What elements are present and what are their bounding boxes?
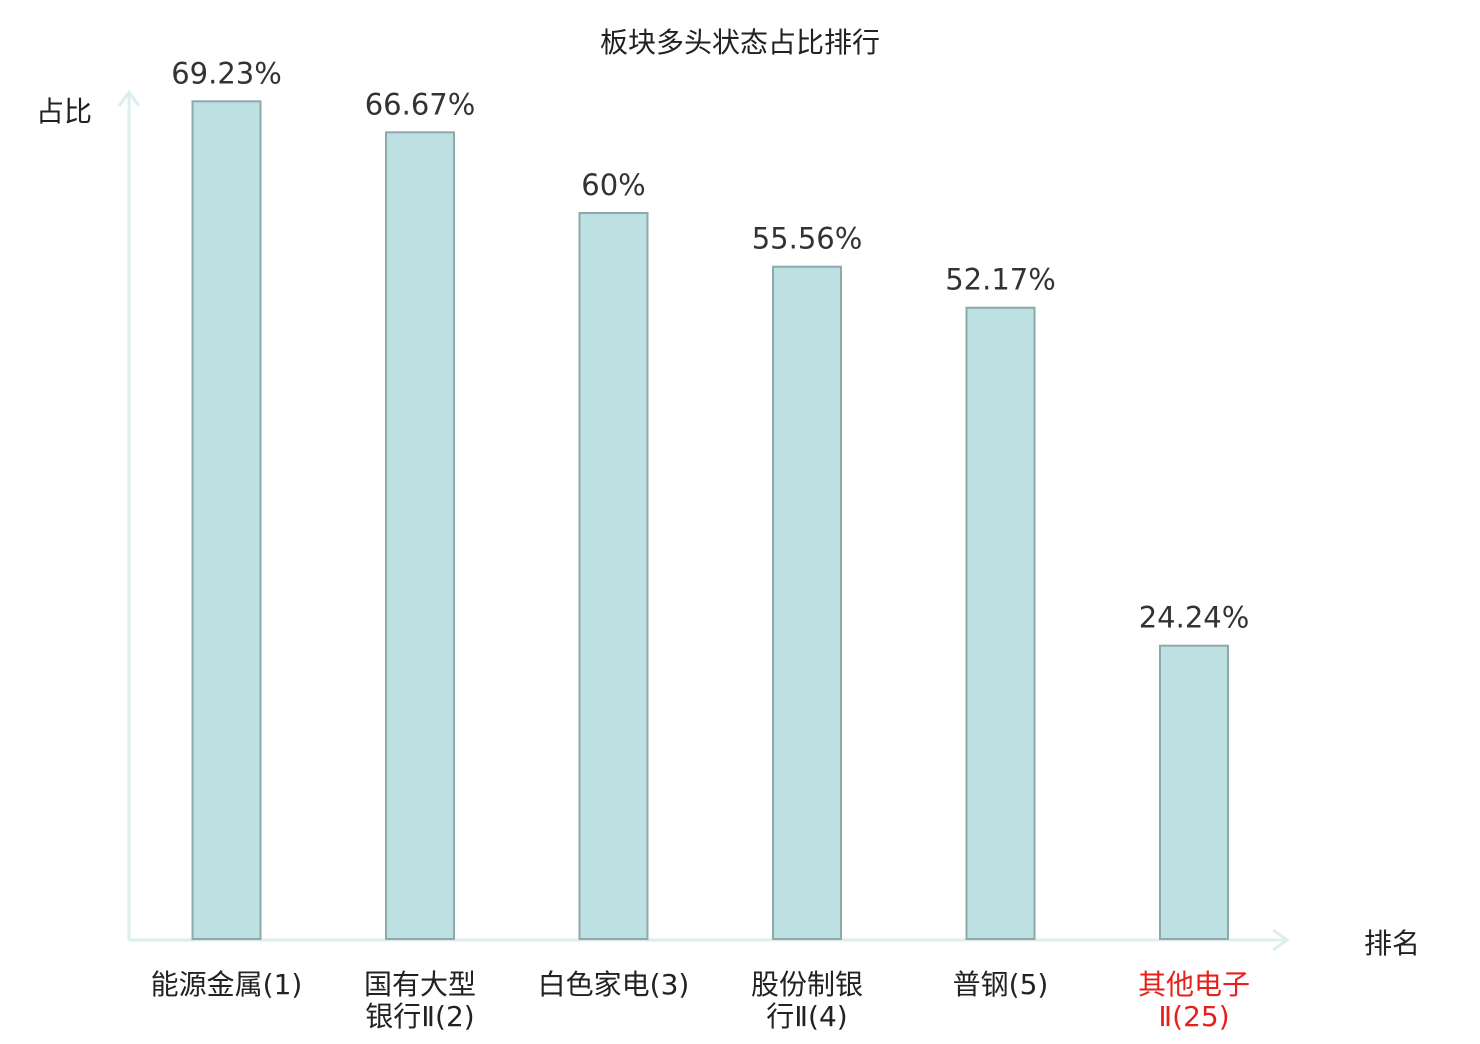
x-axis	[129, 928, 1290, 952]
bar-3	[578, 212, 649, 940]
x-tick-label-line: Ⅱ(25)	[1158, 1000, 1229, 1033]
value-label-3: 60%	[581, 168, 645, 202]
x-tick-label-line: 能源金属(1)	[151, 968, 303, 1001]
bar-4	[772, 265, 842, 940]
x-tick-label-2: 国有大型银行Ⅱ(2)	[364, 968, 476, 1033]
x-tick-label-line: 白色家电(3)	[538, 968, 690, 1001]
bar-6	[1159, 644, 1229, 940]
x-tick-label-3: 白色家电(3)	[538, 968, 690, 1001]
x-tick-label-4: 股份制银行Ⅱ(4)	[751, 968, 863, 1033]
bars	[191, 100, 1229, 941]
x-tick-label-line: 银行Ⅱ(2)	[365, 1000, 474, 1033]
value-label-6: 24.24%	[1139, 601, 1250, 635]
value-label-5: 52.17%	[945, 263, 1056, 297]
x-tick-label-line: 普钢(5)	[953, 968, 1049, 1001]
bar-1	[191, 100, 262, 940]
bar-5	[965, 306, 1036, 941]
x-tick-label-line: 国有大型	[364, 968, 476, 1001]
x-axis-label: 排名	[1364, 927, 1420, 960]
chart-title: 板块多头状态占比排行	[600, 26, 880, 59]
value-labels: 69.23% 66.67% 60% 55.56% 52.17% 24.24%	[171, 56, 1249, 634]
value-label-1: 69.23%	[171, 56, 282, 90]
value-label-2: 66.67%	[365, 87, 476, 121]
bar-2	[385, 131, 455, 940]
x-tick-label-line: 其他电子	[1138, 968, 1250, 1001]
x-tick-label-1: 能源金属(1)	[151, 968, 303, 1001]
y-axis-label: 占比	[36, 95, 92, 128]
x-tick-label-5: 普钢(5)	[953, 968, 1049, 1001]
x-tick-labels: 能源金属(1) 国有大型银行Ⅱ(2) 白色家电(3) 股份制银行Ⅱ(4) 普钢(5) 其他…	[151, 968, 1250, 1033]
x-tick-label-6: 其他电子 Ⅱ(25)	[1138, 968, 1250, 1033]
x-tick-label-line: 行Ⅱ(4)	[766, 1000, 847, 1033]
x-tick-label-line: 股份制银	[751, 968, 863, 1001]
value-label-4: 55.56%	[752, 222, 863, 256]
y-axis	[117, 89, 141, 940]
